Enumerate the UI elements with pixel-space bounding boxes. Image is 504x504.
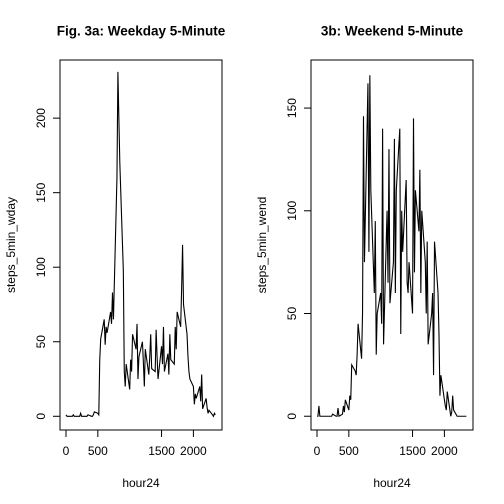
x-tick-label: 500 bbox=[88, 444, 108, 458]
y-axis-label: steps_5min_wday bbox=[4, 197, 18, 293]
y-tick-label: 0 bbox=[285, 413, 299, 420]
y-tick-label: 200 bbox=[34, 108, 48, 128]
y-tick-label: 0 bbox=[34, 413, 48, 420]
x-axis-label: hour24 bbox=[373, 476, 411, 490]
data-line bbox=[65, 71, 216, 418]
x-tick-label: 2000 bbox=[180, 444, 207, 458]
y-tick-label: 50 bbox=[285, 307, 299, 321]
x-tick-label: 0 bbox=[314, 444, 321, 458]
y-tick-label: 50 bbox=[34, 335, 48, 349]
x-tick-label: 1500 bbox=[399, 444, 426, 458]
chart-title: 3b: Weekend 5-Minute bbox=[321, 24, 464, 39]
y-tick-label: 100 bbox=[34, 257, 48, 277]
x-tick-label: 1500 bbox=[148, 444, 175, 458]
y-tick-label: 100 bbox=[285, 200, 299, 220]
data-line bbox=[316, 75, 467, 418]
x-tick-label: 2000 bbox=[431, 444, 458, 458]
x-axis-label: hour24 bbox=[122, 476, 160, 490]
plot-frame bbox=[59, 59, 223, 431]
chart-title: Fig. 3a: Weekday 5-Minute bbox=[57, 24, 226, 39]
x-tick-label: 500 bbox=[339, 444, 359, 458]
y-axis-label: steps_5min_wend bbox=[255, 197, 269, 294]
plot-frame bbox=[310, 59, 474, 431]
x-tick-label: 0 bbox=[63, 444, 70, 458]
y-tick-label: 150 bbox=[285, 98, 299, 118]
y-tick-label: 150 bbox=[34, 182, 48, 202]
